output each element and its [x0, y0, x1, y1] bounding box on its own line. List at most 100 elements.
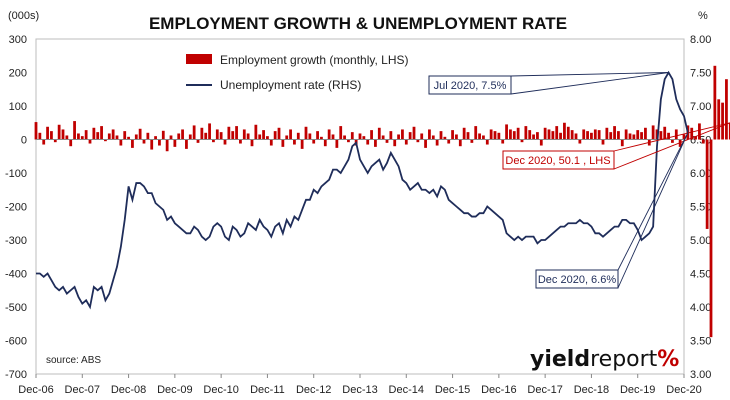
callout-leaders [510, 72, 730, 289]
employment-bar [308, 133, 312, 140]
employment-bar [493, 131, 497, 140]
employment-bar [478, 133, 481, 140]
employment-bar [208, 123, 211, 140]
employment-bar [516, 127, 520, 140]
employment-bar [188, 134, 192, 140]
employment-bar [532, 134, 535, 140]
employment-bar [169, 135, 173, 140]
employment-bar [524, 126, 528, 140]
left-tick-label: 200 [9, 68, 27, 80]
employment-bar [725, 79, 728, 140]
employment-bar [146, 132, 150, 140]
employment-bar [698, 123, 701, 140]
employment-bar [88, 139, 92, 144]
employment-bar [601, 139, 605, 145]
employment-bar [482, 135, 485, 140]
employment-bar [389, 131, 393, 140]
employment-bar [593, 129, 597, 140]
x-axis: Dec-06 Dec-07 Dec-08 Dec-09 Dec-10 Dec-11 Dec-… [18, 374, 702, 396]
employment-bar [304, 126, 308, 140]
employment-bar [505, 124, 508, 140]
employment-bar [470, 139, 474, 143]
employment-bar [663, 126, 667, 140]
x-tick-label: Dec-07 [65, 384, 100, 396]
employment-bar [485, 139, 489, 145]
employment-bar [173, 139, 177, 147]
employment-bar [563, 122, 566, 140]
x-tick-label: Dec-08 [111, 384, 146, 396]
employment-bar [358, 133, 362, 140]
employment-bar [119, 139, 123, 146]
employment-bar [574, 133, 578, 140]
employment-bar [42, 139, 46, 145]
employment-bar [250, 139, 254, 147]
employment-bar [555, 126, 559, 140]
employment-bar [254, 124, 258, 140]
employment-bar [285, 135, 289, 140]
employment-bar [339, 126, 343, 140]
employment-bar [158, 139, 161, 146]
callout-dec-2020-rhs: Dec 2020, 6.6% [535, 269, 619, 289]
employment-bar [239, 139, 242, 144]
employment-bar [347, 139, 350, 143]
brand-text: yieldreport% [530, 347, 679, 372]
callout-leader-line [613, 122, 730, 152]
employment-bar [551, 131, 555, 140]
callout-leader-line [617, 132, 689, 271]
employment-bar [316, 131, 319, 140]
legend-bars-swatch [186, 54, 212, 64]
callout-box [535, 269, 619, 289]
employment-bar [539, 139, 543, 146]
employment-bar [123, 131, 127, 140]
employment-bar [46, 126, 49, 140]
x-tick-label: Dec-10 [203, 384, 238, 396]
employment-bar [682, 134, 686, 140]
x-tick-label: Dec-14 [389, 384, 424, 396]
employment-bar [420, 133, 424, 140]
employment-bar [412, 126, 416, 140]
yieldreport-logo: yieldreport% [530, 347, 679, 372]
callout-leader-line [613, 122, 730, 170]
employment-bar [115, 135, 119, 140]
employment-bar [293, 139, 296, 145]
employment-bar [721, 102, 724, 140]
employment-bar [671, 139, 674, 143]
x-tick-label: Dec-06 [18, 384, 53, 396]
callout-dec-2020-lhs: Dec 2020, 50.1 , LHS [502, 150, 615, 170]
left-tick-label: -700 [5, 369, 27, 381]
employment-bar [424, 139, 427, 148]
chart-title: EMPLOYMENT GROWTH & UNEMPLOYMENT RATE [149, 14, 567, 33]
employment-bar [374, 139, 377, 147]
legend: Employment growth (monthly, LHS) Unemplo… [186, 53, 409, 92]
employment-bar [489, 129, 493, 140]
right-tick-label: 4.50 [690, 269, 711, 281]
employment-bar [296, 132, 300, 140]
left-tick-label: -400 [5, 269, 27, 281]
employment-bar [674, 129, 678, 140]
right-tick-label: 4.00 [690, 302, 711, 314]
brand-accent: report [590, 347, 658, 372]
employment-bar [578, 139, 582, 144]
right-tick-label: 5.00 [690, 235, 711, 247]
employment-bar [204, 132, 208, 140]
employment-bar [219, 132, 223, 140]
employment-bar [69, 139, 73, 147]
employment-bar [266, 136, 269, 140]
employment-bar [632, 134, 636, 140]
employment-bar [84, 130, 88, 140]
source-note: source: ABS [46, 355, 101, 366]
callout-box [428, 75, 512, 95]
employment-bar [586, 131, 589, 140]
employment-bar [640, 132, 643, 140]
employment-bar [447, 139, 451, 144]
employment-bar [428, 129, 431, 140]
left-axis-unit: (000s) [8, 10, 39, 22]
x-tick-label: Dec-18 [574, 384, 609, 396]
employment-bar [161, 130, 165, 140]
employment-bar [104, 139, 107, 142]
employment-bar [327, 129, 331, 140]
employment-bar [543, 127, 547, 140]
employment-bar [269, 139, 273, 146]
employment-bar [111, 129, 115, 140]
